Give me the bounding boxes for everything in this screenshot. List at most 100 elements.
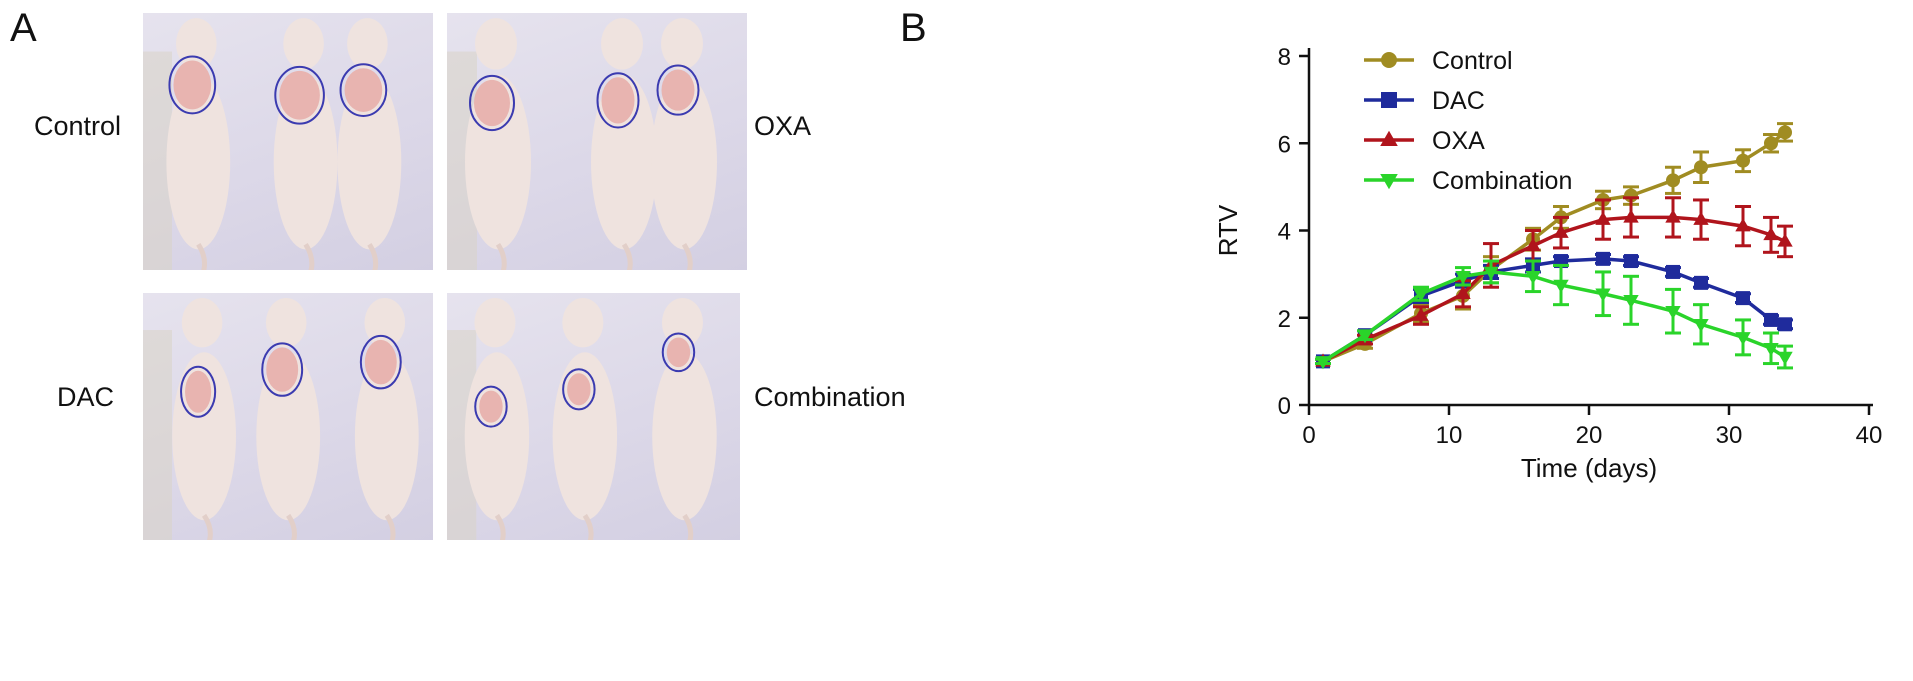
mouse-tail bbox=[681, 242, 693, 270]
photo-dac bbox=[143, 293, 433, 540]
y-tick-label: 2 bbox=[1278, 306, 1291, 333]
mouse-tail bbox=[682, 513, 694, 540]
mouse-tail bbox=[201, 513, 213, 540]
x-axis-label: Time (days) bbox=[1521, 453, 1657, 483]
legend-marker bbox=[1380, 130, 1398, 146]
x-tick-label: 30 bbox=[1716, 422, 1743, 449]
tumor-outline bbox=[656, 64, 700, 116]
ruler bbox=[143, 330, 172, 540]
data-point bbox=[1413, 307, 1429, 321]
series-dac bbox=[1315, 251, 1793, 369]
legend-label: OXA bbox=[1432, 127, 1485, 155]
data-point bbox=[1315, 356, 1331, 370]
data-point bbox=[1693, 211, 1709, 225]
mouse-body bbox=[337, 74, 402, 250]
y-tick-label: 6 bbox=[1278, 131, 1291, 158]
legend-marker bbox=[1381, 92, 1397, 108]
group-label-dac: DAC bbox=[57, 382, 115, 412]
data-point bbox=[1525, 237, 1541, 252]
tumor bbox=[364, 339, 397, 385]
panel-a-letter: A bbox=[10, 6, 37, 50]
series-combination bbox=[1315, 259, 1793, 370]
mouse-body bbox=[354, 352, 419, 521]
mouse-body bbox=[652, 352, 717, 521]
tumor bbox=[601, 77, 635, 124]
tumor-outline bbox=[596, 72, 640, 129]
data-point bbox=[1483, 266, 1499, 280]
data-point bbox=[1357, 329, 1373, 344]
mice-image bbox=[447, 18, 717, 270]
tumor-outline bbox=[474, 385, 508, 428]
tumor bbox=[661, 69, 695, 111]
y-tick-label: 4 bbox=[1278, 219, 1291, 246]
data-point bbox=[1764, 136, 1778, 151]
data-point bbox=[1693, 319, 1709, 333]
tumor bbox=[567, 373, 591, 406]
mouse-tail bbox=[621, 242, 633, 270]
x-tick-label: 20 bbox=[1576, 422, 1603, 449]
data-point bbox=[1694, 275, 1708, 290]
mouse-tail bbox=[303, 242, 315, 270]
mouse-tail bbox=[494, 513, 506, 540]
data-point bbox=[1666, 173, 1680, 188]
tumor-outline bbox=[339, 63, 388, 117]
data-point bbox=[1455, 271, 1471, 285]
y-tick-label: 0 bbox=[1278, 393, 1291, 420]
tumor-outline bbox=[562, 368, 596, 411]
x-tick-label: 0 bbox=[1302, 422, 1315, 449]
legend-label: Control bbox=[1432, 47, 1513, 75]
data-point bbox=[1623, 295, 1639, 309]
mouse-body bbox=[464, 352, 530, 521]
data-point bbox=[1763, 226, 1779, 241]
legend-marker bbox=[1381, 52, 1397, 68]
data-point bbox=[1624, 254, 1638, 269]
legend: Control DAC OXA Combination bbox=[1364, 47, 1572, 195]
group-label-combination: Combination bbox=[754, 382, 906, 412]
tumor-outline bbox=[168, 55, 217, 115]
data-point bbox=[1665, 305, 1681, 320]
mouse-head bbox=[562, 297, 604, 348]
tumor bbox=[344, 68, 383, 112]
tumor bbox=[279, 70, 320, 120]
photo-combination bbox=[447, 293, 740, 540]
mouse-head bbox=[364, 297, 406, 348]
mouse-tail bbox=[384, 513, 396, 540]
data-point bbox=[1763, 343, 1779, 357]
data-point bbox=[1596, 251, 1610, 266]
mouse-tail bbox=[196, 242, 208, 270]
panel-b-letter: B bbox=[900, 6, 927, 50]
series-line bbox=[1322, 270, 1786, 363]
mouse-body bbox=[166, 74, 231, 250]
legend-marker bbox=[1380, 174, 1398, 190]
data-point bbox=[1778, 317, 1792, 332]
tumor bbox=[479, 390, 503, 423]
data-point bbox=[1595, 211, 1611, 225]
mice-image bbox=[143, 297, 419, 540]
tumor bbox=[173, 60, 212, 110]
data-point bbox=[1413, 288, 1429, 302]
tumor bbox=[266, 347, 299, 392]
data-point bbox=[1595, 288, 1611, 302]
data-point bbox=[1553, 279, 1569, 294]
legend-label: Combination bbox=[1432, 167, 1572, 195]
mouse-body bbox=[273, 74, 338, 250]
data-point bbox=[1525, 271, 1541, 285]
mouse-tail bbox=[582, 513, 594, 540]
tumor-outline bbox=[261, 342, 304, 397]
mouse-head bbox=[265, 297, 307, 348]
mouse-head bbox=[601, 18, 643, 70]
data-point bbox=[1665, 209, 1681, 223]
tumor bbox=[666, 337, 691, 368]
data-point bbox=[1735, 218, 1751, 232]
mouse-tail bbox=[367, 242, 379, 270]
data-point bbox=[1623, 209, 1639, 223]
mouse-body bbox=[591, 74, 657, 250]
data-point bbox=[1764, 312, 1778, 327]
mice-image bbox=[447, 297, 717, 540]
data-point bbox=[1553, 224, 1569, 238]
series-line bbox=[1322, 215, 1786, 363]
data-point bbox=[1777, 233, 1793, 247]
tumor-outline bbox=[359, 334, 402, 390]
y-tick-label: 8 bbox=[1278, 44, 1291, 71]
series-layer bbox=[1315, 122, 1793, 370]
